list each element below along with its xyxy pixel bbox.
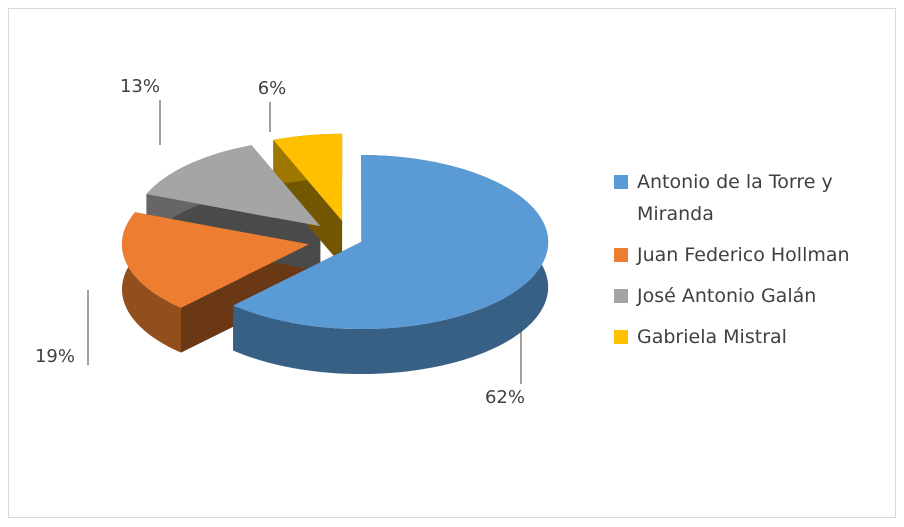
legend: Antonio de la Torre y Miranda Juan Federi… bbox=[614, 166, 884, 362]
legend-item: José Antonio Galán bbox=[614, 280, 884, 312]
legend-swatch bbox=[614, 289, 628, 303]
slice bbox=[273, 133, 343, 221]
legend-label: Antonio de la Torre y Miranda bbox=[637, 171, 833, 225]
data-label: 62% bbox=[485, 387, 525, 408]
legend-swatch bbox=[614, 248, 628, 262]
slice bbox=[146, 145, 321, 227]
data-label: 13% bbox=[120, 76, 160, 97]
legend-label: Juan Federico Hollman bbox=[637, 244, 850, 266]
legend-item: Gabriela Mistral bbox=[614, 321, 884, 353]
legend-swatch bbox=[614, 330, 628, 344]
legend-swatch bbox=[614, 175, 628, 189]
pie bbox=[122, 133, 549, 375]
slice bbox=[233, 155, 549, 330]
legend-label: Gabriela Mistral bbox=[637, 326, 787, 348]
slice-side bbox=[122, 212, 182, 353]
legend-label: José Antonio Galán bbox=[637, 285, 817, 307]
legend-item: Antonio de la Torre y Miranda bbox=[614, 166, 884, 230]
data-label: 19% bbox=[35, 346, 75, 367]
legend-item: Juan Federico Hollman bbox=[614, 239, 884, 271]
slice bbox=[122, 212, 310, 308]
data-label: 6% bbox=[258, 78, 287, 99]
